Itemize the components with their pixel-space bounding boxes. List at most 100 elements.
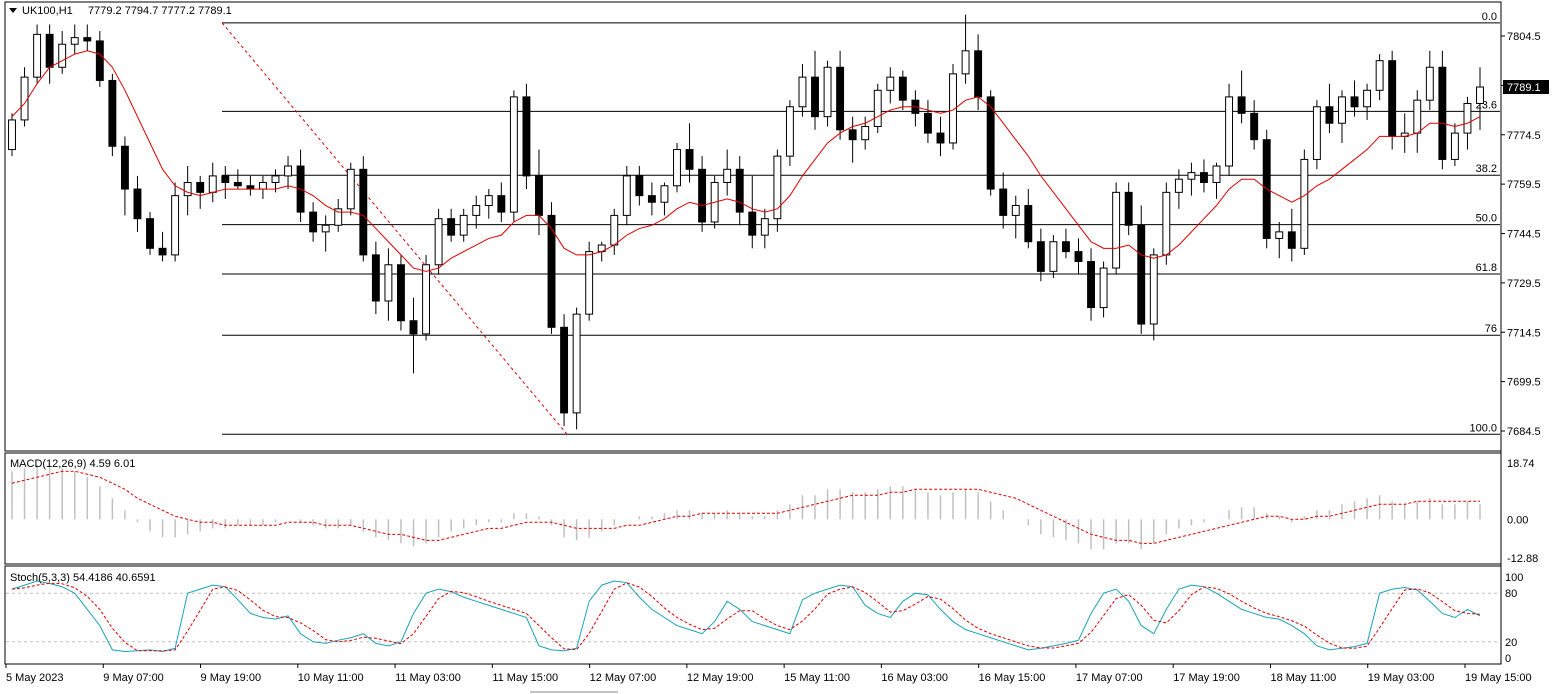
time-tick-label: 9 May 07:00 xyxy=(103,672,164,684)
time-tick-label: 11 May 15:00 xyxy=(492,672,558,684)
candle-body xyxy=(1200,172,1208,183)
candle xyxy=(1074,238,1083,275)
candle-body xyxy=(409,320,418,335)
candle-body xyxy=(108,79,117,147)
candle xyxy=(171,182,180,262)
candle xyxy=(823,60,832,127)
candle-body xyxy=(384,264,393,302)
candle-body xyxy=(20,76,29,121)
candle-body xyxy=(1061,241,1070,253)
candlestick-series xyxy=(8,14,1484,430)
trend-line[interactable] xyxy=(221,22,568,435)
candle-body xyxy=(1287,231,1296,249)
candle-body xyxy=(1049,241,1058,272)
candle-body xyxy=(472,205,481,216)
candle-body xyxy=(1375,60,1384,91)
candle-body xyxy=(146,218,154,249)
candle xyxy=(1112,182,1121,275)
stoch-tick-label: 20 xyxy=(1505,637,1517,649)
candle-body xyxy=(70,37,79,45)
candle-body xyxy=(83,37,92,42)
candle xyxy=(923,100,932,143)
candle xyxy=(1338,90,1346,143)
candle xyxy=(622,166,631,226)
macd-label: MACD(12,26,9) 4.59 6.01 xyxy=(10,458,135,470)
candle-body xyxy=(258,181,267,190)
candle xyxy=(698,156,707,232)
time-tick-label: 10 May 11:00 xyxy=(298,672,364,684)
candle-body xyxy=(1476,86,1484,104)
time-tick-label: 16 May 15:00 xyxy=(979,672,1046,684)
candle-body xyxy=(434,218,443,266)
candle-body xyxy=(95,40,104,81)
candle xyxy=(1087,248,1095,321)
candle-body xyxy=(723,168,732,183)
candle xyxy=(999,172,1008,229)
candle-body xyxy=(936,132,945,144)
candle xyxy=(258,175,267,199)
candle-body xyxy=(359,168,368,256)
candle xyxy=(911,90,920,127)
candle xyxy=(1363,83,1372,120)
candle xyxy=(1099,261,1108,318)
candle xyxy=(459,208,468,242)
candle xyxy=(1438,50,1447,170)
candle xyxy=(271,169,280,193)
candle-body xyxy=(1187,172,1196,180)
macd-tick-label: -12.88 xyxy=(1507,553,1538,565)
stoch-label: Stoch(5,3,3) 54.4186 40.6591 xyxy=(10,572,156,584)
macd-panel-frame xyxy=(4,452,1502,565)
candle xyxy=(120,136,129,216)
candle-body xyxy=(1325,106,1334,124)
candle xyxy=(158,231,167,262)
time-tick-label: 11 May 03:00 xyxy=(395,672,461,684)
candle xyxy=(133,175,142,232)
candle xyxy=(748,175,757,249)
symbol-dropdown-icon[interactable] xyxy=(9,8,17,13)
candle-body xyxy=(1225,96,1234,167)
candle xyxy=(397,254,405,331)
candle-body xyxy=(898,76,907,101)
price-tick-label: 7804.5 xyxy=(1507,31,1541,43)
ohlc-readout: 7779.2 7794.7 7777.2 7789.1 xyxy=(88,5,232,17)
candle-body xyxy=(798,76,807,108)
macd-signal-line xyxy=(11,470,1480,544)
candle-body xyxy=(1087,260,1095,309)
candle-body xyxy=(923,112,932,134)
candle xyxy=(108,73,117,157)
candle-body xyxy=(610,214,619,246)
candle-body xyxy=(535,175,543,216)
candle xyxy=(961,14,970,84)
time-tick-label: 5 May 2023 xyxy=(6,672,63,684)
macd-tick-label: 0.00 xyxy=(1507,514,1528,526)
candle xyxy=(1036,228,1045,282)
price-tick-label: 7759.5 xyxy=(1507,179,1541,191)
candle-body xyxy=(560,326,569,414)
candle-body xyxy=(1149,254,1158,325)
candle xyxy=(1350,80,1359,117)
candle-body xyxy=(949,73,957,144)
candle-body xyxy=(1425,66,1434,101)
candle-body xyxy=(334,208,343,226)
candle-body xyxy=(685,149,694,170)
candle-body xyxy=(346,168,355,210)
candle xyxy=(1413,90,1422,153)
trend-line-segment[interactable] xyxy=(221,22,568,435)
candle xyxy=(296,149,305,222)
candle-body xyxy=(647,195,656,203)
candle-body xyxy=(158,247,167,256)
candle xyxy=(1400,113,1409,153)
candle-body xyxy=(999,188,1008,216)
fib-level-label: 61.8 xyxy=(1476,262,1497,274)
candle xyxy=(848,116,857,163)
candle xyxy=(660,182,669,216)
candle-body xyxy=(1112,191,1121,269)
candle xyxy=(246,175,255,196)
candle-body xyxy=(1137,224,1146,325)
candle xyxy=(1476,67,1484,130)
candle-body xyxy=(183,181,192,197)
candle xyxy=(384,248,393,321)
candle xyxy=(321,215,330,252)
